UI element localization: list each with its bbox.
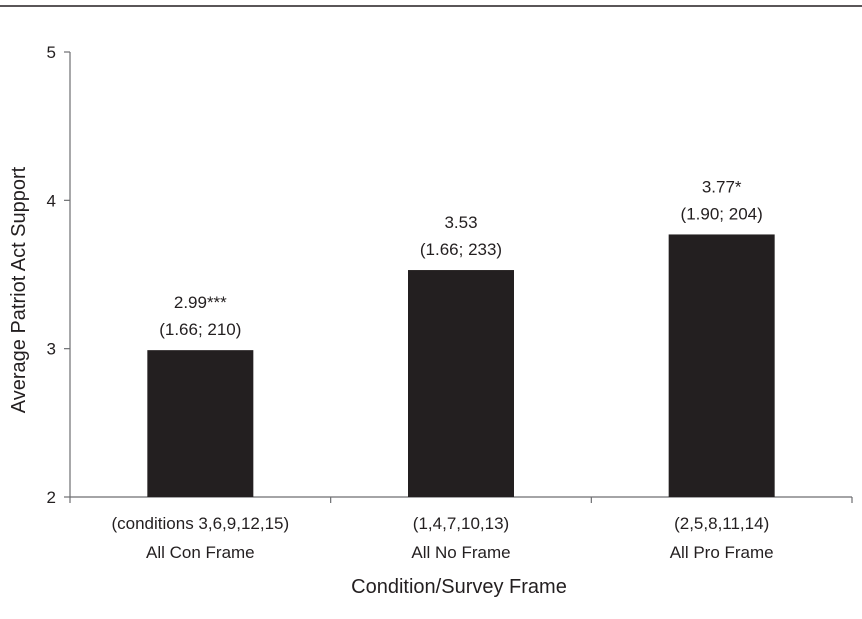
category-label-line1: (conditions 3,6,9,12,15) — [111, 514, 289, 533]
x-axis-title: Condition/Survey Frame — [351, 576, 567, 598]
data-label-value: 2.99*** — [174, 293, 227, 312]
category-label-line1: (2,5,8,11,14) — [674, 514, 769, 533]
bar — [408, 270, 514, 497]
data-label-stats: (1.90; 204) — [681, 204, 763, 223]
bar — [147, 350, 254, 497]
category-label-line2: All Pro Frame — [670, 543, 774, 562]
y-tick-label: 5 — [47, 43, 56, 62]
category-label-line2: All Con Frame — [146, 543, 255, 562]
y-axis-title: Average Patriot Act Support — [8, 166, 30, 413]
y-tick-label: 3 — [47, 340, 56, 359]
data-label-value: 3.77* — [702, 177, 742, 196]
category-label-line1: (1,4,7,10,13) — [413, 514, 509, 533]
y-tick-label: 4 — [47, 191, 56, 210]
category-label-line2: All No Frame — [411, 543, 510, 562]
data-label-stats: (1.66; 233) — [420, 240, 502, 259]
data-label-stats: (1.66; 210) — [159, 320, 241, 339]
data-label-value: 3.53 — [444, 213, 477, 232]
bars: 2.99*** (1.66; 210) (conditions 3,6,9,12,1… — [111, 177, 775, 562]
y-tick-label: 2 — [47, 488, 56, 507]
bar — [668, 234, 775, 497]
